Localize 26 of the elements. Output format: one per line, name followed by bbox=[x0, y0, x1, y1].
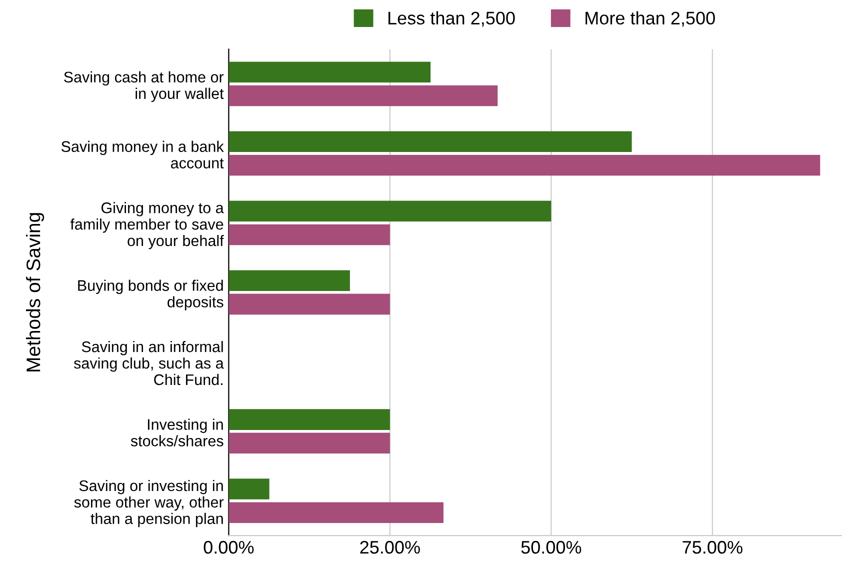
bar bbox=[228, 62, 431, 83]
bar bbox=[228, 131, 632, 152]
legend-label: More than 2,500 bbox=[586, 11, 715, 27]
y-tick-label: Saving cash at home or in your wallet bbox=[64, 71, 224, 102]
y-tick-label: Saving money in a bank account bbox=[61, 140, 224, 168]
bar bbox=[228, 294, 390, 315]
y-tick-label: Giving money to a family member to save on your behalf bbox=[70, 202, 224, 250]
x-tick-label: 50.00% bbox=[521, 540, 582, 554]
x-tick-label: 25.00% bbox=[360, 540, 420, 554]
bar bbox=[228, 200, 552, 222]
y-tick-label: Buying bonds or fixed deposits bbox=[78, 280, 224, 310]
bar bbox=[228, 502, 444, 524]
x-tick-label: 75.00% bbox=[682, 540, 742, 554]
bar bbox=[228, 270, 350, 291]
bar bbox=[228, 224, 390, 246]
bar bbox=[228, 478, 270, 500]
y-tick-label: Investing in stocks/shares bbox=[130, 418, 224, 446]
legend-label: Less than 2,500 bbox=[388, 11, 515, 27]
bar bbox=[228, 154, 820, 176]
bar bbox=[228, 85, 498, 106]
bar bbox=[228, 409, 390, 430]
y-tick-label: Saving in an informal saving club, such as a Chit Fund. bbox=[74, 340, 224, 386]
x-tick-label: 0.00% bbox=[204, 540, 254, 554]
bar bbox=[228, 432, 390, 454]
y-tick-label: Saving or investing in some other way, other than a pension plan bbox=[74, 480, 224, 528]
y-axis-title: Methods of Saving bbox=[26, 213, 44, 372]
